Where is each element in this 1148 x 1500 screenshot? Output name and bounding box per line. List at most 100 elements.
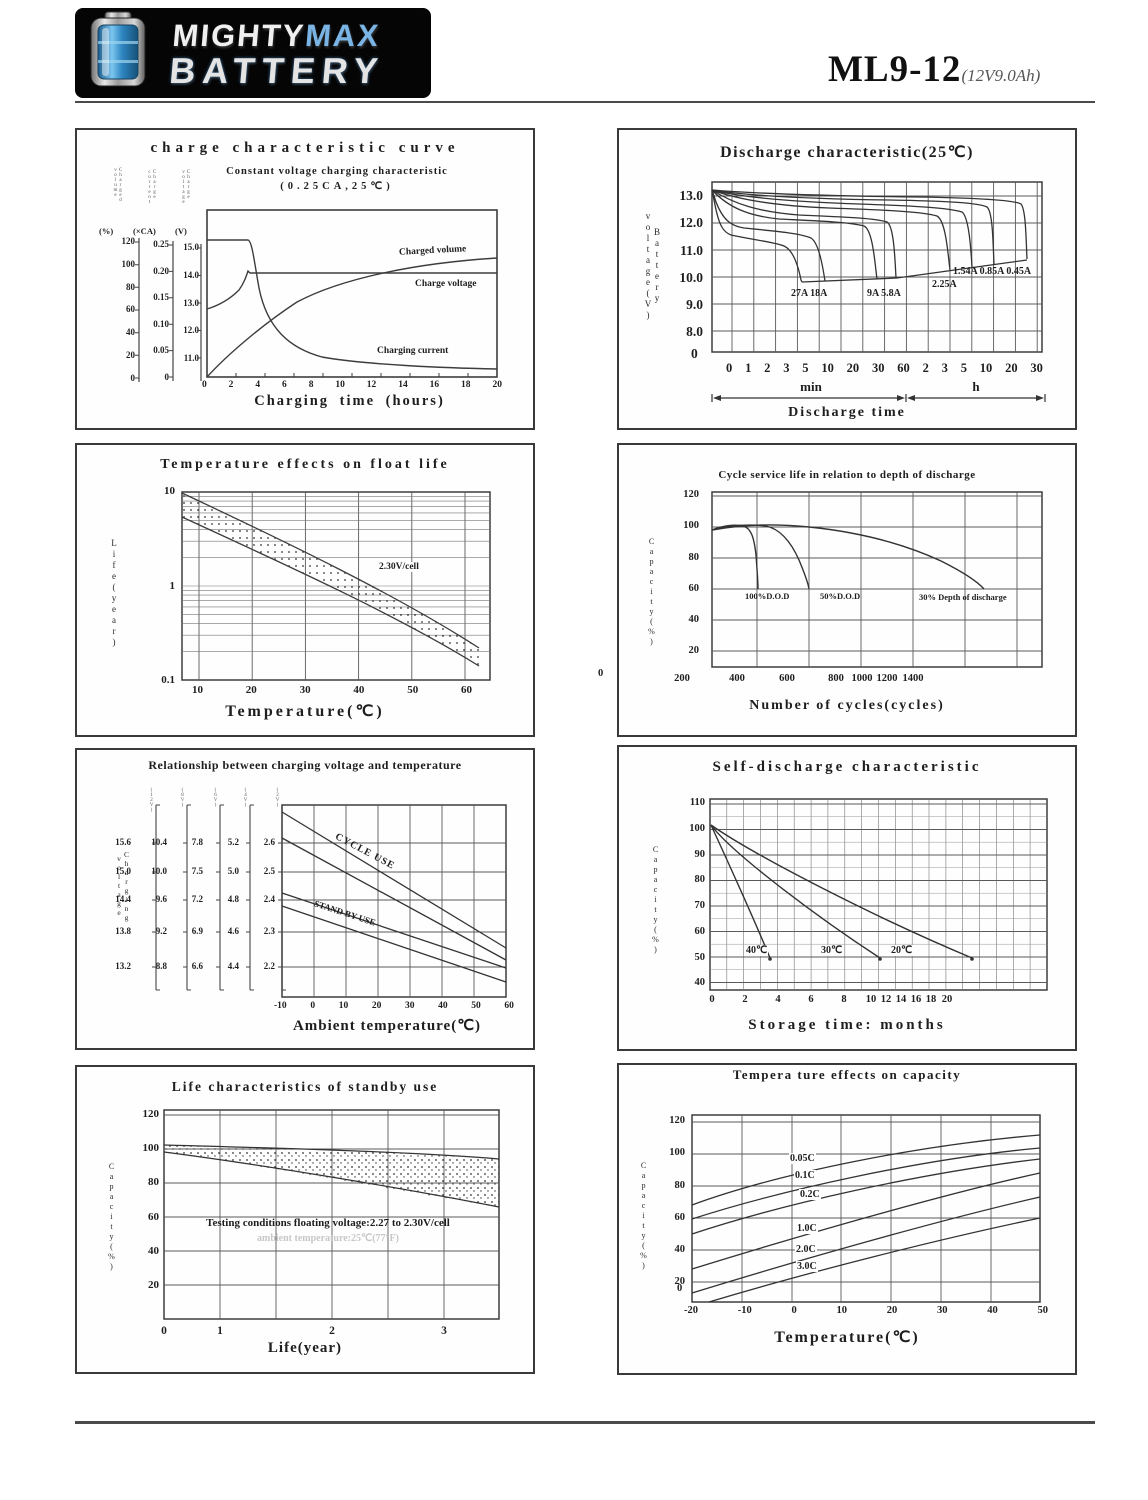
- y-tick-label: 0.15: [153, 292, 169, 303]
- y-tick-label: 90: [694, 848, 706, 860]
- chart-panel-discharge: Discharge characteristic(25℃) Battery vo…: [617, 128, 1077, 430]
- chart-title: Cycle service life in relation to depth …: [718, 469, 976, 481]
- x-tick-1200: 1200: [876, 673, 898, 684]
- scale-value: 8.8: [155, 961, 167, 971]
- chart-panel-temp-capacity: Tempera ture effects on capacity Capacit…: [617, 1063, 1077, 1375]
- y-axis-ticks: 120 100 80 60 40 20: [131, 1109, 160, 1291]
- chart-title: Relationship between charging voltage an…: [148, 758, 462, 772]
- curve-label-40c: 40℃: [745, 945, 769, 956]
- x-axis-ticks: 0 2 4 6 8 10 12 14 16 18 20: [202, 380, 502, 391]
- y-tick-label: 0: [130, 372, 136, 383]
- y-tick-label: 11.0: [183, 353, 199, 363]
- axis-top-2v: (2V): [275, 788, 280, 808]
- scale-value: 2.6: [263, 837, 275, 847]
- scale-value: 5.0: [227, 866, 239, 876]
- chart-panel-float-life: Temperature effects on float life Life(y…: [75, 443, 535, 737]
- y-tick-label: 100: [683, 520, 699, 532]
- y-tick-label: 11.0: [680, 242, 703, 258]
- x-tick-label: 20: [846, 361, 860, 375]
- y-tick-label: 60: [688, 582, 700, 594]
- axis-top-4v: (4V): [243, 788, 248, 808]
- logo-text: MIGHTYMAX BATTERY: [168, 18, 389, 92]
- logo-word-max: MAX: [303, 18, 382, 53]
- x-tick-label: 10: [192, 684, 203, 696]
- x-axis-unit-min: min: [800, 379, 822, 394]
- scale-value: 10.0: [151, 866, 167, 876]
- x-axis-ticks: -20 -10 0 10 20 30 40 50: [684, 1305, 1048, 1317]
- y-tick-label: 20: [126, 350, 135, 361]
- x-tick-label: 60: [897, 361, 910, 375]
- curve-label-27a-18a: 27A 18A: [791, 288, 828, 299]
- x-tick-label: 18: [461, 380, 471, 390]
- scale-value: 6.6: [191, 961, 203, 971]
- y-axis-ca-ticks: 0.25 0.20 0.15 0.10 0.05 0: [135, 240, 169, 382]
- y-axis-ticks: 110 100 90 80 70 60 50 40: [675, 797, 706, 989]
- curve-label-100dod: 100%D.O.D: [745, 591, 790, 601]
- y-axis-percent-ticks: 120 100 80 60 40 20 0: [97, 237, 136, 383]
- x-tick-label: 50: [407, 684, 419, 696]
- curve-label-9a-5.8a: 9A 5.8A: [867, 288, 901, 299]
- plot-self-discharge: [709, 798, 1048, 991]
- voltage-scale-row-2: 15.0 10.0 7.5 5.0 2.5: [95, 866, 275, 876]
- chart-title: Self-discharge characteristic: [712, 759, 982, 775]
- x-tick-label: 20: [371, 1001, 382, 1011]
- x-tick-label: 60: [504, 1001, 514, 1011]
- chart-title: charge characteristic curve: [150, 140, 460, 156]
- x-tick-label: 20: [886, 1305, 898, 1316]
- y-tick-label: 0.10: [153, 318, 169, 329]
- x-tick-600: 600: [779, 673, 795, 684]
- y-tick-label: 40: [126, 327, 135, 338]
- scale-value: 2.4: [263, 894, 275, 904]
- y-tick-label: 0.20: [153, 265, 169, 276]
- x-axis-ticks: -10 0 10 20 30 40 50 60: [274, 1001, 514, 1012]
- curve-label-charging-current: Charging current: [377, 346, 449, 356]
- x-tick-label: -10: [737, 1305, 752, 1316]
- chart-title: Life characteristics of standby use: [171, 1079, 439, 1094]
- model-block: ML9-12(12V9.0Ah): [828, 48, 1040, 91]
- plot-temp-capacity: [691, 1114, 1041, 1303]
- x-axis-label: Temperature(℃): [225, 703, 385, 720]
- x-axis-ticks: 10 20 30 40 50 60: [192, 685, 472, 696]
- scale-value: 15.0: [115, 866, 131, 876]
- x-tick-label: -10: [274, 1001, 287, 1011]
- x-tick-label: 30: [937, 1305, 948, 1316]
- y-tick-label: 80: [688, 551, 700, 563]
- y-tick-label: 80: [126, 281, 135, 292]
- curve-label-30dod: 30% Depth of discharge: [919, 592, 1007, 602]
- scale-value: 5.2: [227, 837, 239, 847]
- scale-value: 4.8: [227, 894, 239, 904]
- y-tick-label: 0.05: [153, 345, 169, 356]
- y-tick-label: 60: [126, 304, 135, 315]
- scale-value: 14.4: [115, 894, 131, 904]
- curve-label-20c: 20℃: [890, 945, 914, 956]
- x-tick-1: 1: [217, 1325, 223, 1337]
- x-tick-800: 800: [828, 673, 844, 684]
- x-tick-label: 8: [308, 380, 314, 390]
- axis-top-6v: (6V): [213, 788, 218, 808]
- x-tick-label: 0: [310, 1001, 316, 1011]
- chart-panel-charge: charge characteristic curve Constant vol…: [75, 128, 535, 430]
- x-tick-label: 20: [1005, 361, 1018, 375]
- plot-cycle-life: [711, 491, 1043, 668]
- x-tick-label: 30: [871, 361, 885, 375]
- axis-unit-percent: (%): [99, 226, 114, 236]
- x-tick-label: 2: [764, 361, 771, 375]
- y-tick-label: 80: [148, 1176, 159, 1189]
- y-tick-label: 40: [674, 1244, 686, 1256]
- x-tick-label: 40: [987, 1305, 998, 1316]
- axis-top-12v: (12V): [149, 788, 154, 813]
- y-axis-label: Battery voltage(V): [643, 210, 662, 321]
- chart-subtitle: Constant voltage charging characteristic: [226, 166, 448, 177]
- x-tick-label: 30: [404, 1001, 415, 1011]
- scale-value: 4.6: [227, 926, 239, 936]
- y-tick-label: 15.0: [183, 242, 199, 252]
- scale-value: 2.5: [263, 866, 275, 876]
- curve-label-10c: 1.0C: [796, 1223, 818, 1234]
- x-tick-2: 2: [329, 1325, 335, 1337]
- x-axis-ticks: 0 1 2 3 5 10 20 30 60 2 3 5 10 20 30: [726, 362, 1043, 375]
- x-axis-label: Temperature(℃): [774, 1329, 920, 1346]
- ambient-temperature-note: ambient temperature:25℃(77°F): [257, 1233, 399, 1244]
- scale-value: 15.6: [115, 837, 131, 847]
- plot-charge: [135, 209, 498, 382]
